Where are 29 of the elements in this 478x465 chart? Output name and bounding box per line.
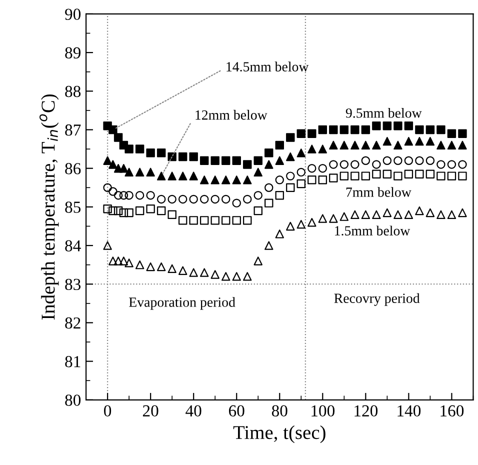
annotation: Recovry period [334,293,420,306]
y-tick-label: 82 [65,317,80,329]
annotation: 14.5mm below [226,62,309,72]
y-tick-label: 90 [65,8,81,20]
annotation: 12mm below [196,110,268,120]
y-tick-label: 81 [65,356,80,368]
y-tick-label: 80 [65,394,81,406]
y-axis-title: Indepth temperature, T$_{in}$($^{o}$C) [40,94,59,320]
annotation: Evaporation period [129,297,236,310]
annotation: 7mm below [346,187,412,197]
x-tick-label: 0 [104,405,112,416]
y-tick-label: 86 [65,163,81,174]
x-tick-label: 60 [228,405,244,416]
y-tick-label: 85 [65,202,81,213]
annotation: 9.5mm below [346,108,422,118]
x-tick-label: 100 [312,405,335,416]
x-tick-label: 40 [186,405,202,416]
y-tick-label: 83 [65,278,81,290]
y-tick-label: 84 [65,240,81,252]
y-tick-label: 89 [65,47,80,58]
x-tick-label: 120 [354,405,378,416]
x-tick-label: 140 [398,405,421,416]
annotation: 1.5mm below [335,226,410,236]
y-tick-label: 88 [65,86,81,98]
x-tick-label: 80 [272,405,288,416]
x-tick-label: 160 [440,405,464,416]
y-tick-label: 87 [65,124,81,136]
x-tick-label: 20 [142,405,158,416]
x-axis-title: Time, t(sec) [233,425,326,444]
